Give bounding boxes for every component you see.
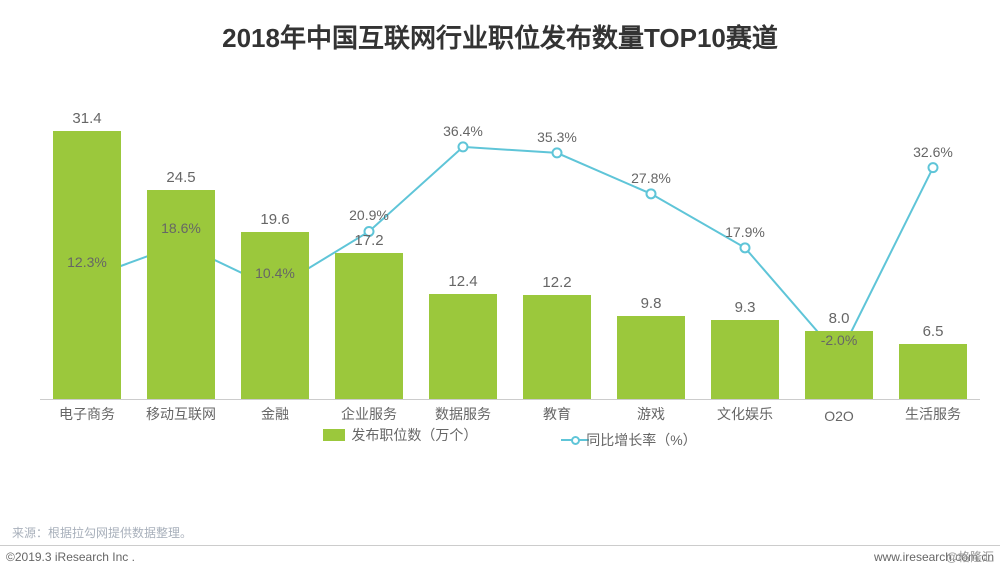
bar <box>899 344 967 400</box>
bar-value-label: 24.5 <box>166 169 195 186</box>
bar-value-label: 12.4 <box>448 273 477 290</box>
category-label: 移动互联网 <box>146 404 216 424</box>
line-value-label: 36.4% <box>443 123 483 139</box>
bar <box>241 232 309 400</box>
category-label: 数据服务 <box>435 404 491 424</box>
category-label: O2O <box>824 408 854 424</box>
bar-value-label: 9.3 <box>735 299 756 316</box>
plot-region: 31.4电子商务24.5移动互联网19.6金融17.2企业服务12.4数据服务1… <box>40 100 980 400</box>
legend-line: 同比增长率（%） <box>561 430 696 450</box>
chart-title: 2018年中国互联网行业职位发布数量TOP10赛道 <box>0 0 1000 55</box>
line-value-label: 18.6% <box>161 220 201 236</box>
bar-value-label: 12.2 <box>542 274 571 291</box>
legend: 发布职位数（万个） 同比增长率（%） <box>40 425 980 450</box>
bar-value-label: 31.4 <box>72 110 101 127</box>
legend-line-label: 同比增长率（%） <box>586 430 696 450</box>
watermark: @格隆汇 <box>946 548 994 565</box>
bar <box>429 294 497 400</box>
line-value-label: 17.9% <box>725 224 765 240</box>
legend-bar: 发布职位数（万个） <box>323 425 477 445</box>
category-label: 教育 <box>543 404 571 424</box>
category-label: 金融 <box>261 404 289 424</box>
line-value-label: -2.0% <box>821 332 858 348</box>
copyright: ©2019.3 iResearch Inc . <box>6 550 135 564</box>
line-value-label: 20.9% <box>349 207 389 223</box>
bar <box>711 320 779 400</box>
chart-area: 31.4 电子商务 24.5 移动互联网 19.6 金融 17.2 企业服务 12.4 数据服务 1… <box>40 100 980 450</box>
bar-value-label: 9.8 <box>641 295 662 312</box>
line-value-label: 32.6% <box>913 144 953 160</box>
bar-value-label: 6.5 <box>923 323 944 340</box>
bar-value-label: 17.2 <box>354 232 383 249</box>
category-label: 文化娱乐 <box>717 404 773 424</box>
line-value-label: 12.3% <box>67 254 107 270</box>
bar <box>335 253 403 400</box>
legend-line-marker <box>561 436 580 445</box>
bar-value-label: 19.6 <box>260 211 289 228</box>
category-label: 游戏 <box>637 404 665 424</box>
bar <box>617 316 685 400</box>
source-note: 来源：根据拉勾网提供数据整理。 <box>12 524 192 541</box>
line-value-label: 35.3% <box>537 129 577 145</box>
bar <box>523 295 591 400</box>
legend-bar-swatch <box>323 429 345 441</box>
x-axis <box>40 399 980 400</box>
category-label: 生活服务 <box>905 404 961 424</box>
category-label: 企业服务 <box>341 404 397 424</box>
line-value-label: 27.8% <box>631 170 671 186</box>
category-label: 电子商务 <box>59 404 115 424</box>
legend-bar-label: 发布职位数（万个） <box>351 425 477 445</box>
bar-value-label: 8.0 <box>829 310 850 327</box>
line-value-label: 10.4% <box>255 265 295 281</box>
footer: ©2019.3 iResearch Inc . www.iresearch.co… <box>0 545 1000 567</box>
